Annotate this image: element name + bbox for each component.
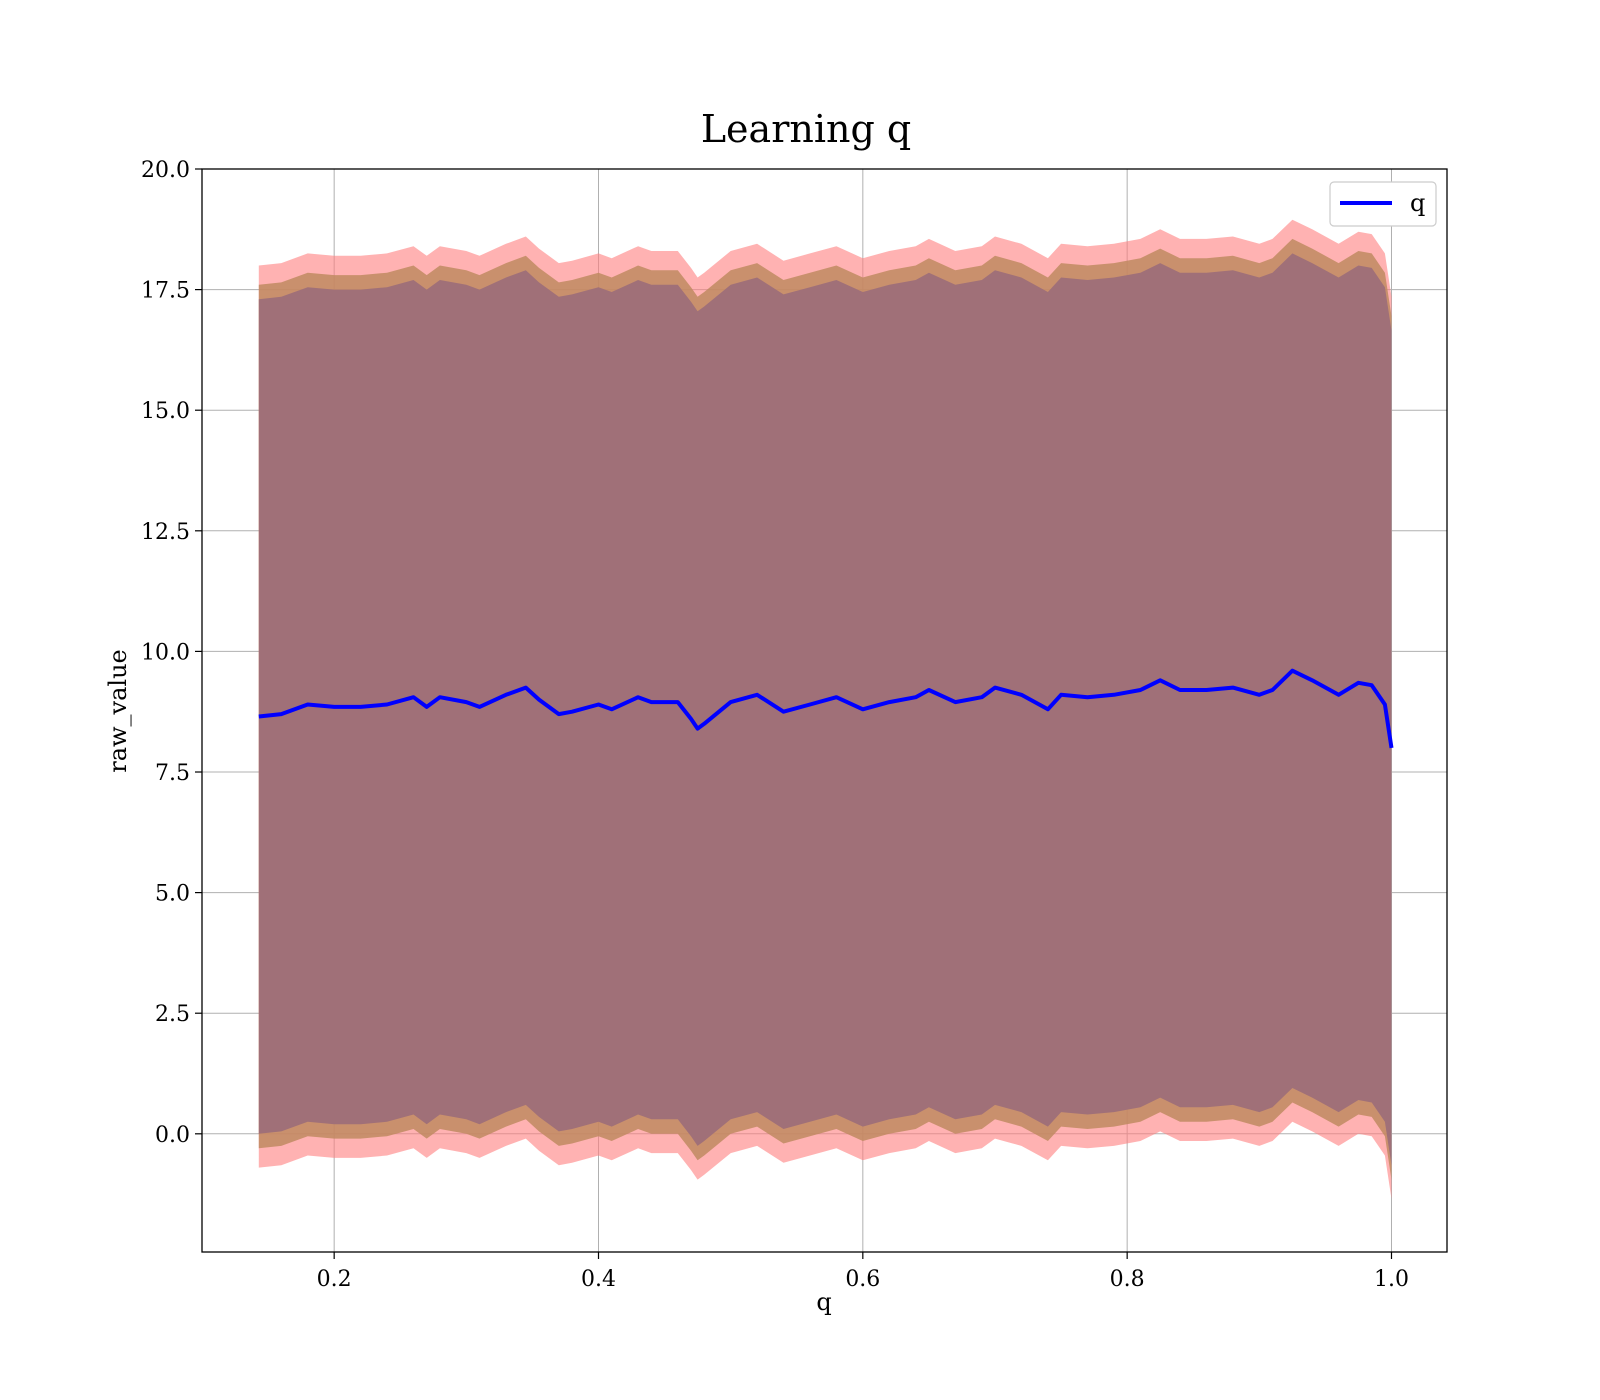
y-axis-label: raw_value bbox=[104, 649, 132, 773]
y-tick-label: 5.0 bbox=[155, 882, 190, 907]
confidence-bands bbox=[258, 219, 1392, 1199]
chart-title: Learning q bbox=[701, 107, 911, 151]
x-axis-label: q bbox=[816, 1288, 831, 1316]
x-tick-label: 1.0 bbox=[1374, 1267, 1409, 1292]
y-tick-label: 15.0 bbox=[141, 399, 190, 424]
y-tick-label: 17.5 bbox=[141, 279, 190, 304]
y-tick-label: 20.0 bbox=[141, 158, 190, 183]
plot-frame bbox=[201, 168, 1448, 1253]
band-2 bbox=[258, 253, 1392, 1166]
y-axis: 0.0 2.5 5.0 7.5 10.0 12.5 15.0 17.5 20.0 bbox=[141, 158, 202, 1148]
y-tick-label: 10.0 bbox=[141, 640, 190, 665]
y-tick-label: 0.0 bbox=[155, 1123, 190, 1148]
x-axis: 0.2 0.4 0.6 0.8 1.0 bbox=[317, 1252, 1409, 1292]
legend-label-q: q bbox=[1410, 189, 1425, 217]
y-tick-label: 2.5 bbox=[155, 1002, 190, 1027]
x-tick-label: 0.4 bbox=[581, 1267, 616, 1292]
x-tick-label: 0.8 bbox=[1110, 1267, 1145, 1292]
x-tick-label: 0.6 bbox=[845, 1267, 880, 1292]
y-tick-label: 12.5 bbox=[141, 520, 190, 545]
x-tick-label: 0.2 bbox=[317, 1267, 352, 1292]
series-lines bbox=[258, 668, 1394, 749]
legend[interactable]: q bbox=[1329, 181, 1437, 227]
y-tick-label: 7.5 bbox=[155, 761, 190, 786]
series-line-q bbox=[258, 668, 1394, 749]
